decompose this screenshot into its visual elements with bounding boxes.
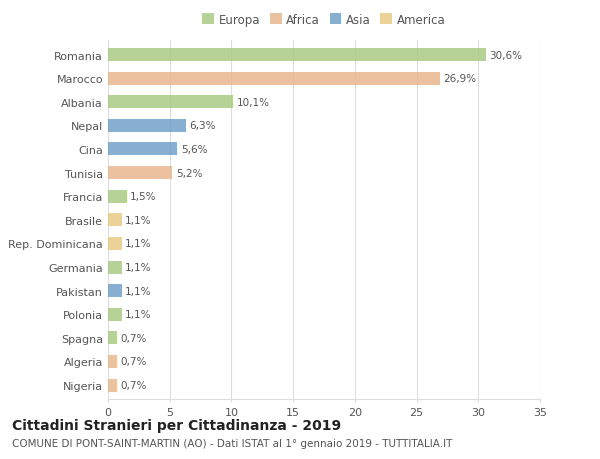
Bar	[108, 285, 122, 297]
Text: 5,6%: 5,6%	[181, 145, 208, 155]
Bar	[108, 331, 116, 345]
Bar	[108, 49, 485, 62]
Text: 1,1%: 1,1%	[125, 239, 152, 249]
Text: 0,7%: 0,7%	[121, 333, 147, 343]
Text: 1,5%: 1,5%	[130, 192, 157, 202]
Text: 0,7%: 0,7%	[121, 380, 147, 390]
Bar	[108, 120, 186, 133]
Text: Cittadini Stranieri per Cittadinanza - 2019: Cittadini Stranieri per Cittadinanza - 2…	[12, 418, 341, 431]
Text: 1,1%: 1,1%	[125, 309, 152, 319]
Bar	[108, 143, 177, 156]
Text: 1,1%: 1,1%	[125, 286, 152, 296]
Bar	[108, 190, 127, 203]
Bar	[108, 214, 122, 227]
Bar	[108, 308, 122, 321]
Text: 30,6%: 30,6%	[490, 50, 523, 61]
Text: 5,2%: 5,2%	[176, 168, 202, 178]
Text: 10,1%: 10,1%	[236, 98, 269, 107]
Text: 1,1%: 1,1%	[125, 263, 152, 273]
Bar	[108, 261, 122, 274]
Bar	[108, 167, 172, 179]
Text: 1,1%: 1,1%	[125, 215, 152, 225]
Bar	[108, 96, 233, 109]
Bar	[108, 379, 116, 392]
Text: COMUNE DI PONT-SAINT-MARTIN (AO) - Dati ISTAT al 1° gennaio 2019 - TUTTITALIA.IT: COMUNE DI PONT-SAINT-MARTIN (AO) - Dati …	[12, 438, 452, 448]
Legend: Europa, Africa, Asia, America: Europa, Africa, Asia, America	[200, 11, 448, 29]
Bar	[108, 355, 116, 368]
Text: 26,9%: 26,9%	[444, 74, 477, 84]
Text: 6,3%: 6,3%	[190, 121, 216, 131]
Text: 0,7%: 0,7%	[121, 357, 147, 367]
Bar	[108, 73, 440, 85]
Bar	[108, 237, 122, 250]
